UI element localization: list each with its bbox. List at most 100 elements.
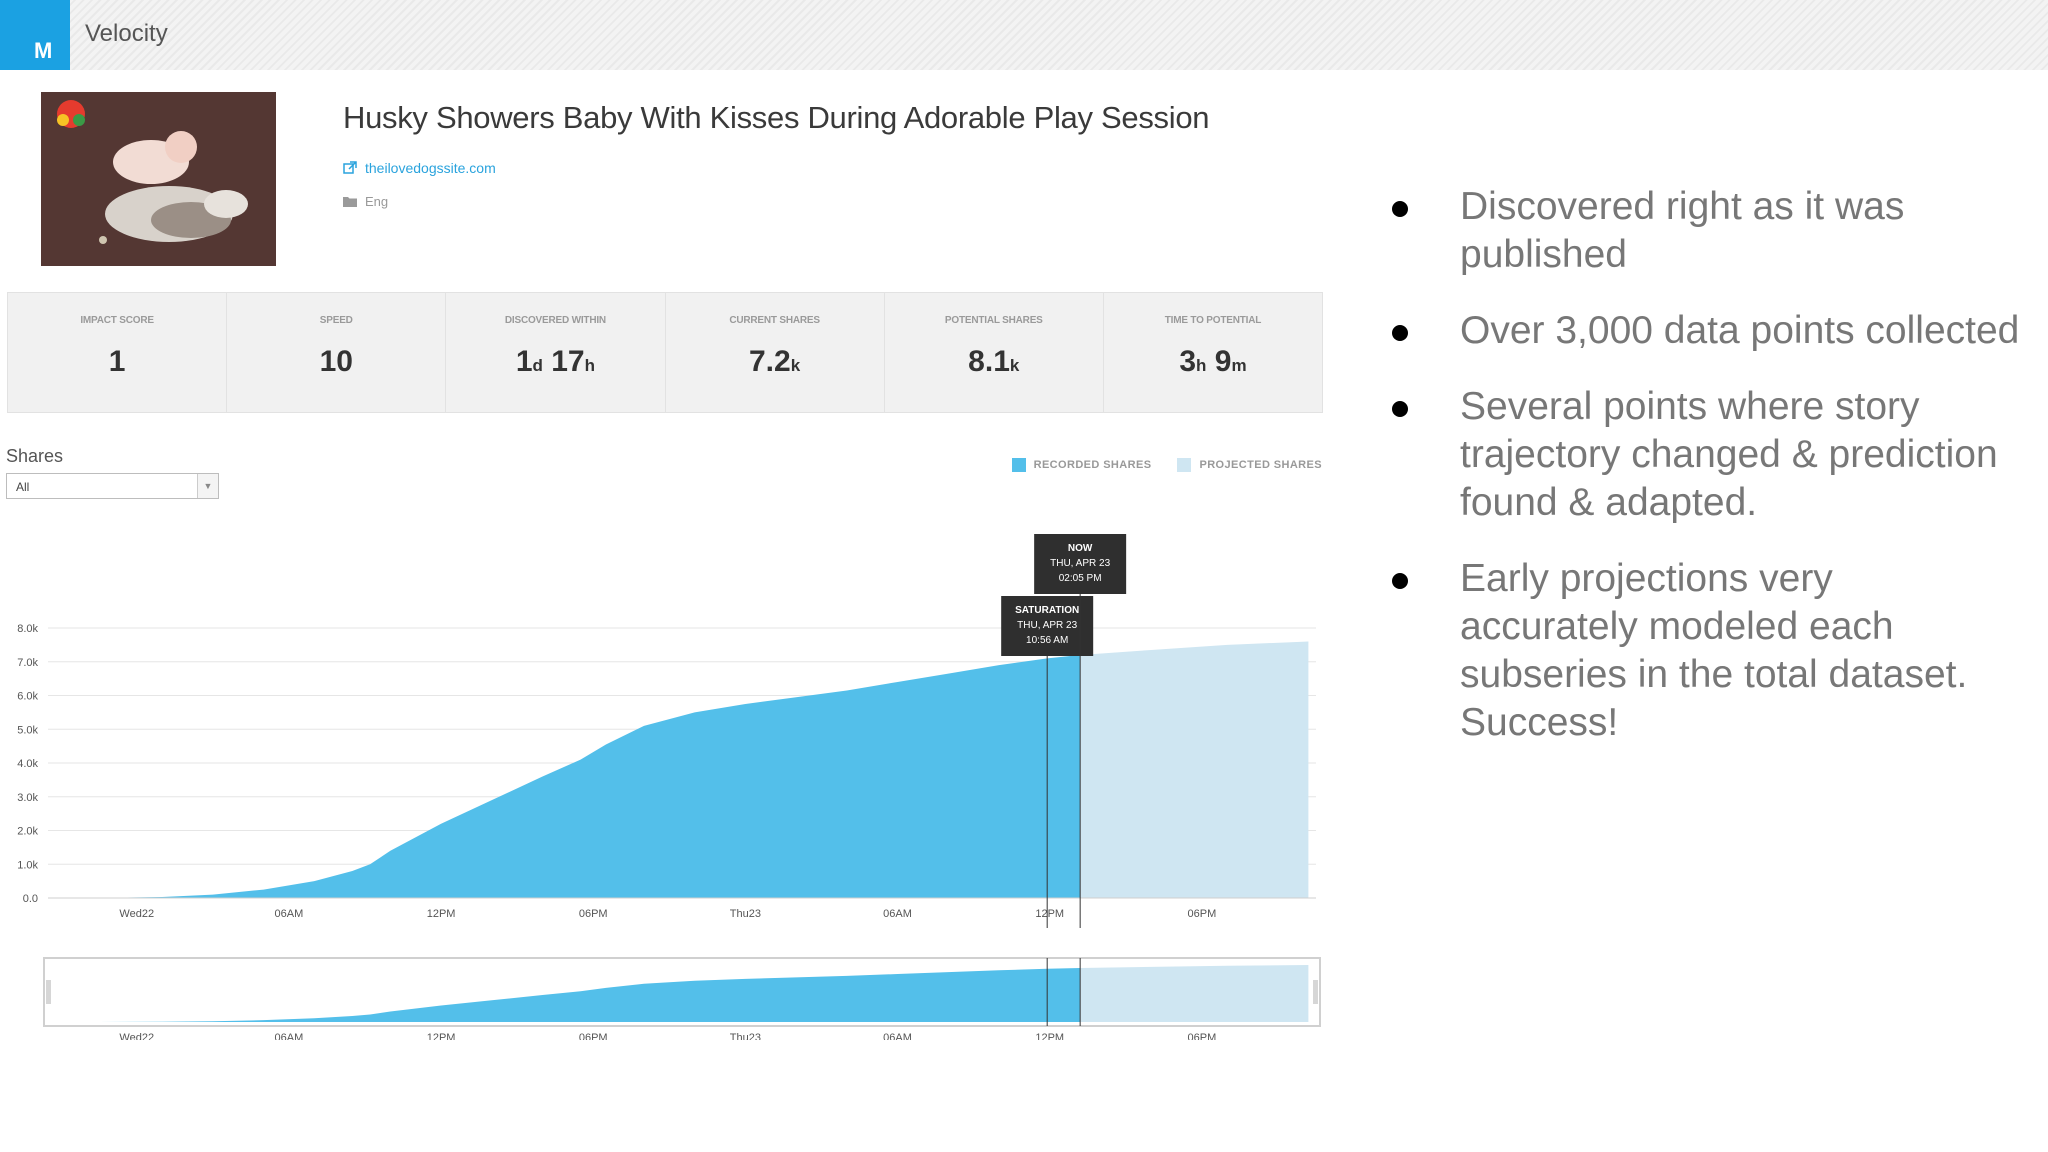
recorded-shares-area [98, 655, 1081, 898]
stat-label: POTENTIAL SHARES [944, 315, 1043, 326]
stat-number: 8.1 [968, 345, 1010, 378]
legend-projected-label: PROJECTED SHARES [1199, 459, 1322, 471]
stat-label: DISCOVERED WITHIN [504, 315, 606, 326]
navigator-x-tick-label: 06AM [883, 1032, 912, 1040]
x-tick-label: 12PM [427, 908, 456, 920]
app-logo[interactable]: M [0, 0, 70, 70]
navigator-x-tick-label: 12PM [1035, 1032, 1064, 1040]
folder-icon [343, 197, 357, 207]
marker-date: THU, APR 23 [1017, 620, 1077, 631]
navigator-x-tick-label: 06PM [1188, 1032, 1217, 1040]
legend-projected[interactable]: PROJECTED SHARES [1177, 458, 1322, 472]
legend-projected-swatch [1177, 458, 1192, 472]
shares-label: Shares [6, 446, 64, 466]
x-tick-label: 06PM [1188, 908, 1217, 920]
y-tick-label: 4.0k [17, 758, 38, 770]
stat-label: CURRENT SHARES [729, 315, 820, 326]
stat-tile: POTENTIAL SHARES 8.1k [885, 293, 1104, 412]
app-title: Velocity [85, 20, 168, 47]
marker-tooltip [1034, 534, 1127, 594]
bullet-dot [1392, 573, 1408, 589]
stat-number: 7.2 [749, 345, 791, 378]
marker-title: NOW [1068, 543, 1093, 554]
x-tick-label: Thu23 [730, 908, 761, 920]
chart-legend: RECORDED SHARES PROJECTED SHARES [1011, 458, 1322, 472]
y-tick-label: 0.0 [23, 893, 38, 905]
story-title: Husky Showers Baby With Kisses During Ad… [343, 100, 1210, 135]
x-tick-label: Wed22 [119, 908, 154, 920]
stat-number: 3 [1179, 345, 1197, 378]
stat-tile: IMPACT SCORE 1 [8, 293, 228, 412]
bullet-text: Discovered right as it was published [1460, 185, 1905, 276]
bullet-text: Early projections very accurately modele… [1460, 557, 1968, 744]
stat-tile: DISCOVERED WITHIN 1d 17h [446, 293, 666, 412]
navigator-recorded-area [98, 968, 1081, 1022]
stat-unit: d [532, 356, 543, 375]
stat-unit: h [1196, 356, 1207, 375]
navigator-x-tick-label: Thu23 [730, 1032, 761, 1040]
y-tick-label: 7.0k [17, 657, 38, 669]
y-tick-label: 2.0k [17, 826, 38, 838]
story-language: Eng [343, 194, 388, 209]
story-source-link[interactable]: theilovedogssite.com [343, 160, 496, 176]
stat-unit: k [1009, 356, 1020, 375]
bullet-text: Over 3,000 data points collected [1460, 309, 2020, 352]
legend-recorded-swatch [1011, 458, 1026, 472]
navigator-left-handle [46, 980, 51, 1004]
stat-value: 8.1k [885, 345, 1103, 379]
story-language-label: Eng [365, 194, 389, 209]
marker-title: SATURATION [1015, 605, 1079, 616]
stat-value: 3h 9m [1104, 345, 1322, 379]
x-tick-label: 06AM [275, 908, 304, 920]
y-tick-label: 8.0k [17, 623, 38, 635]
stat-value: 1 [8, 345, 226, 379]
story-thumbnail[interactable] [41, 92, 276, 266]
bullet-dot [1392, 325, 1408, 341]
marker-tooltip [1001, 596, 1094, 656]
bullet-dot [1392, 201, 1408, 217]
legend-recorded-label: RECORDED SHARES [1033, 459, 1152, 471]
stat-tile: SPEED 10 [227, 293, 447, 412]
x-tick-label: 06AM [883, 908, 912, 920]
bullet-item: Discovered right as it was published [1380, 183, 2020, 279]
stat-number: 17 [551, 345, 585, 378]
marker-time: 02:05 PM [1059, 573, 1102, 584]
y-tick-label: 5.0k [17, 724, 38, 736]
stat-number: 10 [319, 345, 353, 378]
stat-value: 7.2k [666, 345, 884, 379]
stat-label: SPEED [319, 315, 353, 326]
stat-unit: k [790, 356, 801, 375]
y-tick-label: 3.0k [17, 792, 38, 804]
external-link-icon [343, 161, 357, 174]
navigator-x-tick-label: 12PM [427, 1032, 456, 1040]
bullet-text: Several points where story trajectory ch… [1460, 385, 1998, 524]
x-tick-label: 06PM [579, 908, 608, 920]
story-source: theilovedogssite.com [365, 160, 496, 176]
stats-panel: IMPACT SCORE 1 SPEED 10 DISCOVERED WITHIN 1d … [7, 292, 1323, 413]
marker-date: THU, APR 23 [1050, 558, 1110, 569]
top-bar: M Velocity [0, 0, 2048, 70]
bullet-list: Discovered right as it was published Over… [1380, 183, 2020, 775]
stat-unit: m [1231, 356, 1247, 375]
logo-letter: M [34, 38, 53, 63]
chevron-down-icon[interactable]: ▼ [197, 474, 218, 498]
bullet-item: Early projections very accurately modele… [1380, 555, 2020, 747]
shares-filter-select[interactable]: All ▼ [6, 473, 219, 499]
stat-number: 9 [1214, 345, 1232, 378]
bullet-dot [1392, 401, 1408, 417]
navigator-right-handle [1313, 980, 1318, 1004]
stat-tile: CURRENT SHARES 7.2k [666, 293, 885, 412]
stat-number: 1 [108, 345, 126, 378]
y-tick-label: 6.0k [17, 691, 38, 703]
x-tick-label: 12PM [1035, 908, 1064, 920]
y-tick-label: 1.0k [17, 859, 38, 871]
stat-value: 10 [227, 345, 445, 379]
marker-time: 10:56 AM [1026, 635, 1068, 646]
stat-value: 1d 17h [446, 345, 664, 379]
stat-label: IMPACT SCORE [80, 315, 154, 326]
legend-recorded[interactable]: RECORDED SHARES [1011, 458, 1152, 472]
navigator-x-tick-label: 06PM [579, 1032, 608, 1040]
projected-shares-area [1080, 641, 1309, 898]
shares-chart[interactable]: 0.0 1.0k 2.0k 3.0k 4.0k 5.0k 6.0k 7.0k 8.0k Wed22… [0, 520, 1330, 1040]
navigator-projected-area [1080, 965, 1309, 1022]
